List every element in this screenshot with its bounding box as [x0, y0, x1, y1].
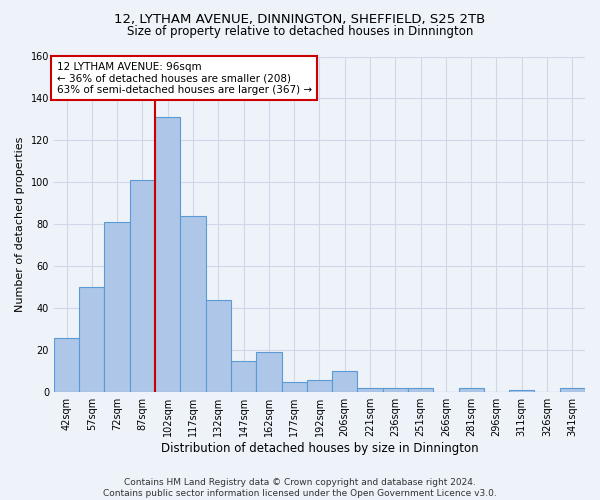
Bar: [256, 352, 281, 392]
Bar: [408, 388, 433, 392]
Bar: [307, 380, 332, 392]
Bar: [54, 338, 79, 392]
Y-axis label: Number of detached properties: Number of detached properties: [15, 136, 25, 312]
Bar: [358, 388, 383, 392]
Bar: [79, 288, 104, 392]
Text: 12, LYTHAM AVENUE, DINNINGTON, SHEFFIELD, S25 2TB: 12, LYTHAM AVENUE, DINNINGTON, SHEFFIELD…: [115, 12, 485, 26]
Text: Contains HM Land Registry data © Crown copyright and database right 2024.
Contai: Contains HM Land Registry data © Crown c…: [103, 478, 497, 498]
Bar: [155, 118, 181, 392]
Text: Size of property relative to detached houses in Dinnington: Size of property relative to detached ho…: [127, 25, 473, 38]
Bar: [509, 390, 535, 392]
Bar: [332, 371, 358, 392]
Bar: [231, 360, 256, 392]
Bar: [181, 216, 206, 392]
Bar: [281, 382, 307, 392]
X-axis label: Distribution of detached houses by size in Dinnington: Distribution of detached houses by size …: [161, 442, 478, 455]
Bar: [560, 388, 585, 392]
Bar: [458, 388, 484, 392]
Bar: [130, 180, 155, 392]
Bar: [206, 300, 231, 392]
Bar: [104, 222, 130, 392]
Bar: [383, 388, 408, 392]
Text: 12 LYTHAM AVENUE: 96sqm
← 36% of detached houses are smaller (208)
63% of semi-d: 12 LYTHAM AVENUE: 96sqm ← 36% of detache…: [56, 62, 311, 94]
